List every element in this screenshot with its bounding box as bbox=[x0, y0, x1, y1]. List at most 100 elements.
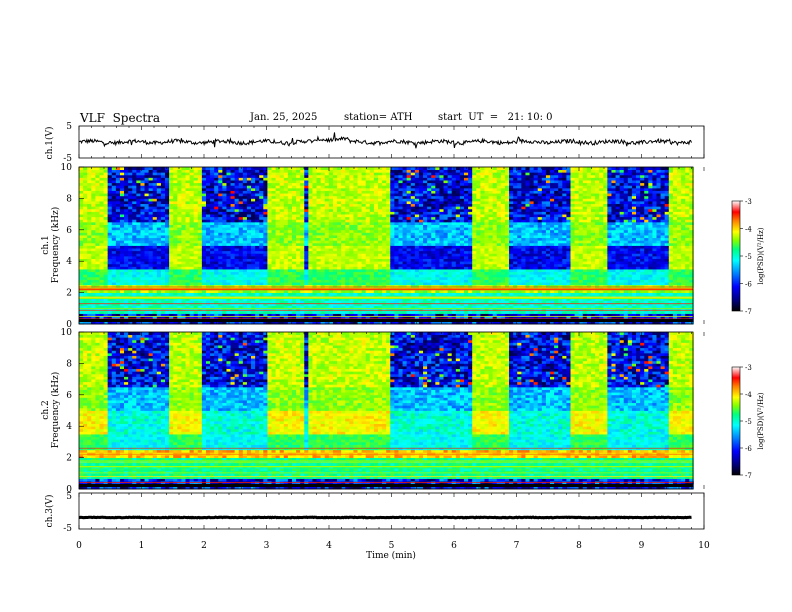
spectrogram-cell bbox=[341, 316, 346, 320]
spectrogram-cell bbox=[259, 303, 264, 307]
spectrogram-cell bbox=[259, 261, 264, 265]
spectrogram-cell bbox=[291, 274, 297, 278]
spectrogram-cell bbox=[169, 208, 174, 212]
spectrogram-cell bbox=[382, 297, 387, 301]
spectrogram-cell bbox=[337, 237, 342, 241]
spectrogram-cell bbox=[365, 269, 371, 273]
spectrogram-cell bbox=[398, 208, 403, 212]
spectrogram-cell bbox=[91, 180, 96, 184]
spectrogram-cell bbox=[394, 167, 399, 171]
spectrogram-cell bbox=[205, 208, 211, 212]
spectrogram-cell bbox=[386, 284, 391, 288]
spectrogram-cell bbox=[205, 269, 211, 273]
spectrogram-cell bbox=[251, 250, 256, 254]
spectrogram-cell bbox=[132, 261, 137, 265]
spectrogram-cell bbox=[210, 310, 215, 314]
spectrogram-cell bbox=[390, 292, 395, 296]
spectrogram-cell bbox=[156, 224, 162, 228]
spectrogram-cell bbox=[205, 190, 211, 194]
spectrogram-cell bbox=[369, 203, 375, 207]
spectrogram-cell bbox=[83, 214, 88, 218]
spectrogram-cell bbox=[148, 284, 154, 288]
spectrogram-cell bbox=[103, 224, 109, 228]
spectrogram-cell bbox=[279, 219, 285, 223]
spectrogram-cell bbox=[328, 201, 334, 205]
spectrogram-cell bbox=[132, 258, 137, 262]
spectrogram-cell bbox=[189, 263, 195, 267]
spectrogram-cell bbox=[107, 172, 113, 176]
spectrogram-cell bbox=[386, 313, 391, 317]
spectrogram-cell bbox=[365, 289, 371, 293]
spectrogram-cell bbox=[267, 201, 272, 205]
spectrogram-cell bbox=[345, 310, 350, 314]
spectrogram-cell bbox=[304, 284, 309, 288]
spectrogram-cell bbox=[115, 258, 121, 262]
spectrogram-cell bbox=[267, 180, 272, 184]
spectrogram-cell bbox=[345, 269, 350, 273]
spectrogram-cell bbox=[271, 167, 276, 171]
spectrogram-cell bbox=[140, 242, 145, 246]
spectrogram-cell bbox=[255, 313, 260, 317]
spectrogram-cell bbox=[382, 193, 387, 197]
spectrogram-cell bbox=[324, 263, 330, 267]
spectrogram-cell bbox=[267, 177, 272, 181]
spectrogram-cell bbox=[357, 310, 363, 314]
spectrogram-cell bbox=[222, 177, 227, 181]
spectrogram-cell bbox=[251, 185, 256, 189]
spectrogram-cell bbox=[365, 216, 371, 220]
spectrogram-cell bbox=[173, 214, 178, 218]
spectrogram-cell bbox=[214, 279, 219, 283]
spectrogram-cell bbox=[291, 308, 297, 312]
spectrogram-cell bbox=[386, 292, 391, 296]
spectrogram-cell bbox=[132, 297, 137, 301]
spectrogram-cell bbox=[197, 185, 203, 189]
spectrogram-cell bbox=[185, 308, 190, 312]
spectrogram-cell bbox=[279, 316, 285, 320]
spectrogram-cell bbox=[263, 167, 268, 171]
spectrogram-cell bbox=[152, 201, 158, 205]
spectrogram-cell bbox=[152, 308, 158, 312]
spectrogram-cell bbox=[263, 185, 268, 189]
spectrogram-cell bbox=[349, 224, 354, 228]
spectrogram-cell bbox=[177, 245, 182, 249]
spectrogram-cell bbox=[406, 235, 412, 239]
spectrogram-cell bbox=[103, 172, 109, 176]
spectrogram-cell bbox=[267, 229, 272, 233]
spectrogram-cell bbox=[324, 276, 330, 280]
spectrogram-cell bbox=[353, 313, 358, 317]
spectrogram-cell bbox=[316, 253, 322, 257]
spectrogram-cell bbox=[324, 271, 330, 275]
spectrogram-cell bbox=[173, 258, 178, 262]
spectrogram-cell bbox=[296, 180, 301, 184]
spectrogram-cell bbox=[320, 237, 326, 241]
spectrogram-cell bbox=[238, 214, 244, 218]
spectrogram-cell bbox=[79, 284, 84, 288]
spectrogram-cell bbox=[205, 321, 211, 325]
spectrogram-cell bbox=[119, 261, 125, 265]
spectrogram-cell bbox=[119, 190, 125, 194]
spectrogram-cell bbox=[148, 258, 154, 262]
spectrogram-cell bbox=[238, 248, 244, 252]
spectrogram-cell bbox=[214, 206, 219, 210]
spectrogram-cell bbox=[291, 214, 297, 218]
spectrogram-cell bbox=[201, 187, 207, 191]
spectrogram-cell bbox=[357, 279, 363, 283]
spectrogram-cell bbox=[353, 289, 358, 293]
spectrogram-cell bbox=[386, 219, 391, 223]
spectrogram-cell bbox=[91, 211, 96, 215]
spectrogram-cell bbox=[316, 219, 322, 223]
spectrogram-cell bbox=[169, 289, 174, 293]
spectrogram-cell bbox=[124, 248, 129, 252]
spectrogram-cell bbox=[406, 303, 412, 307]
spectrogram-cell bbox=[111, 172, 117, 176]
spectrogram-cell bbox=[251, 305, 256, 309]
spectrogram-cell bbox=[238, 274, 244, 278]
spectrogram-cell bbox=[255, 279, 260, 283]
spectrogram-cell bbox=[115, 214, 121, 218]
spectrogram-cell bbox=[361, 201, 367, 205]
spectrogram-cell bbox=[402, 198, 408, 202]
spectrogram-cell bbox=[148, 242, 154, 246]
spectrogram-cell bbox=[394, 284, 399, 288]
spectrogram-cell bbox=[308, 250, 313, 254]
spectrogram-cell bbox=[210, 206, 215, 210]
